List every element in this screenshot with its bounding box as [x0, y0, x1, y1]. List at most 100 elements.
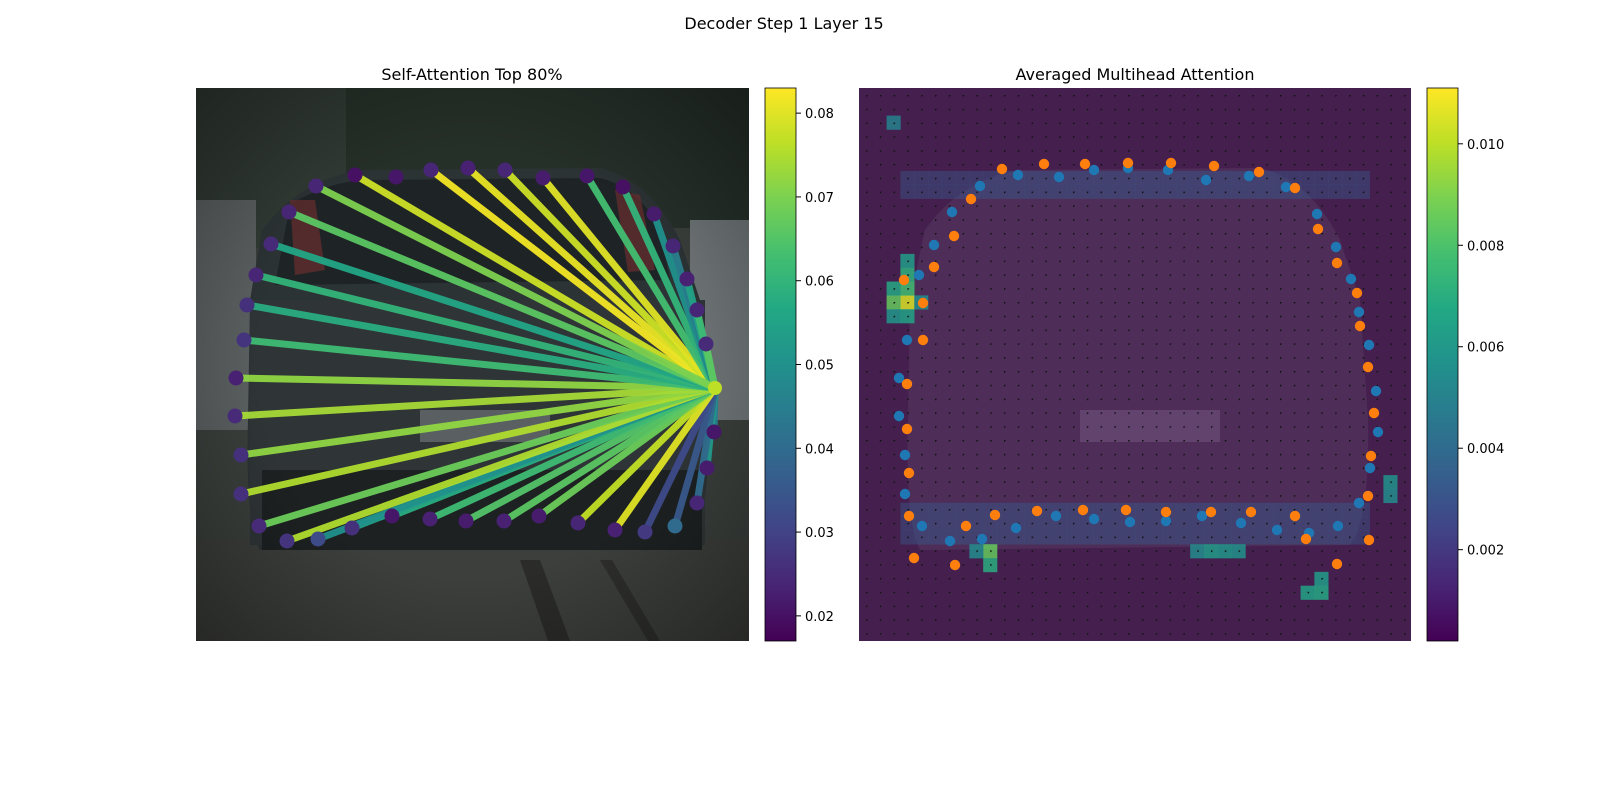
- attention-point-25: [344, 520, 360, 536]
- blue-point-19: [1364, 462, 1376, 474]
- blue-point-14: [1345, 273, 1357, 285]
- orange-point-31: [903, 467, 915, 479]
- blue-point-6: [1088, 164, 1100, 176]
- blue-point-11: [1280, 181, 1292, 193]
- colorbar-tick-label: 0.05: [805, 359, 834, 374]
- orange-point-11: [1354, 320, 1366, 332]
- orange-point-23: [1120, 504, 1132, 516]
- attention-edge-28: [240, 384, 716, 498]
- orange-point-36: [898, 274, 910, 286]
- attention-point-14: [699, 460, 715, 476]
- orange-point-29: [908, 552, 920, 564]
- attention-point-9: [665, 238, 681, 254]
- orange-point-2: [1079, 158, 1091, 170]
- attention-edge-4: [540, 175, 718, 391]
- left-panel-title: Self-Attention Top 80%: [381, 65, 562, 84]
- colorbar-tick-label: 0.06: [805, 275, 834, 290]
- attention-point-6: [579, 168, 595, 184]
- attention-edge-29: [240, 384, 716, 459]
- blue-point-37: [893, 372, 905, 384]
- blue-point-20: [1353, 497, 1365, 509]
- orange-point-6: [1253, 166, 1265, 178]
- attention-point-29: [233, 486, 249, 502]
- attention-edge-32: [243, 336, 716, 392]
- attention-edge-37: [314, 182, 717, 392]
- attention-point-24: [384, 508, 400, 524]
- attention-point-16: [667, 518, 683, 534]
- attention-point-1: [388, 169, 404, 185]
- blue-point-17: [1370, 385, 1382, 397]
- orange-point-17: [1331, 558, 1343, 570]
- blue-point-21: [1332, 520, 1344, 532]
- attention-edge-30: [234, 384, 716, 420]
- attention-edge-27: [257, 384, 717, 530]
- blue-point-34: [899, 488, 911, 500]
- blue-point-4: [1012, 169, 1024, 181]
- orange-point-7: [1289, 182, 1301, 194]
- blue-point-3: [974, 180, 986, 192]
- attention-point-7: [615, 179, 631, 195]
- attention-edge-33: [246, 301, 716, 392]
- attention-point-4: [497, 162, 513, 178]
- colorbar-tick-label: 0.04: [805, 442, 834, 457]
- blue-point-10: [1243, 170, 1255, 182]
- orange-point-9: [1331, 257, 1343, 269]
- attention-source-point: [708, 381, 722, 395]
- blue-point-36: [893, 410, 905, 422]
- blue-point-38: [901, 334, 913, 346]
- attention-edge-26: [285, 384, 717, 545]
- orange-point-37: [928, 261, 940, 273]
- blue-point-33: [916, 520, 928, 532]
- attention-point-10: [679, 271, 695, 287]
- attention-point-17: [637, 524, 653, 540]
- blue-point-0: [913, 269, 925, 281]
- orange-point-20: [1245, 506, 1257, 518]
- orange-point-19: [1289, 510, 1301, 522]
- orange-point-3: [1122, 157, 1134, 169]
- blue-point-9: [1200, 174, 1212, 186]
- blue-point-18: [1372, 426, 1384, 438]
- orange-point-27: [960, 520, 972, 532]
- blue-point-29: [1050, 510, 1062, 522]
- colorbar-tick-label: 0.08: [805, 107, 834, 122]
- blue-point-15: [1353, 306, 1365, 318]
- blue-point-23: [1271, 524, 1283, 536]
- attention-point-20: [531, 508, 547, 524]
- colorbar-tick-label: 0.002: [1467, 544, 1504, 559]
- attention-point-19: [570, 515, 586, 531]
- attention-edge-18: [575, 385, 718, 526]
- attention-edge-17: [612, 385, 718, 533]
- blue-point-31: [976, 533, 988, 545]
- orange-point-21: [1205, 506, 1217, 518]
- blue-point-2: [946, 206, 958, 218]
- attention-point-36: [263, 236, 279, 252]
- attention-point-32: [228, 370, 244, 386]
- orange-point-24: [1077, 504, 1089, 516]
- attention-point-21: [496, 513, 512, 529]
- orange-point-12: [1362, 361, 1374, 373]
- attention-point-18: [607, 522, 623, 538]
- colorbar-tick-label: 0.006: [1467, 341, 1504, 356]
- attention-point-27: [279, 533, 295, 549]
- blue-point-30: [1010, 522, 1022, 534]
- attention-point-13: [706, 424, 722, 440]
- orange-point-26: [989, 509, 1001, 521]
- colorbar-tick-label: 0.07: [805, 191, 834, 206]
- orange-point-33: [901, 378, 913, 390]
- orange-point-5: [1208, 160, 1220, 172]
- attention-point-5: [535, 170, 551, 186]
- attention-point-0: [347, 167, 363, 183]
- orange-point-4: [1165, 157, 1177, 169]
- colorbar-tick-label: 0.02: [805, 610, 834, 625]
- orange-point-28: [949, 559, 961, 571]
- colorbar-tick-label: 0.008: [1467, 239, 1504, 254]
- orange-point-8: [1312, 223, 1324, 235]
- blue-point-16: [1363, 339, 1375, 351]
- attention-points: [227, 160, 722, 549]
- colorbar-tick-label: 0.010: [1467, 138, 1504, 153]
- blue-point-26: [1160, 515, 1172, 527]
- attention-edge-16: [641, 386, 719, 534]
- attention-edge-31: [235, 374, 716, 392]
- attention-point-38: [308, 178, 324, 194]
- blue-point-12: [1311, 208, 1323, 220]
